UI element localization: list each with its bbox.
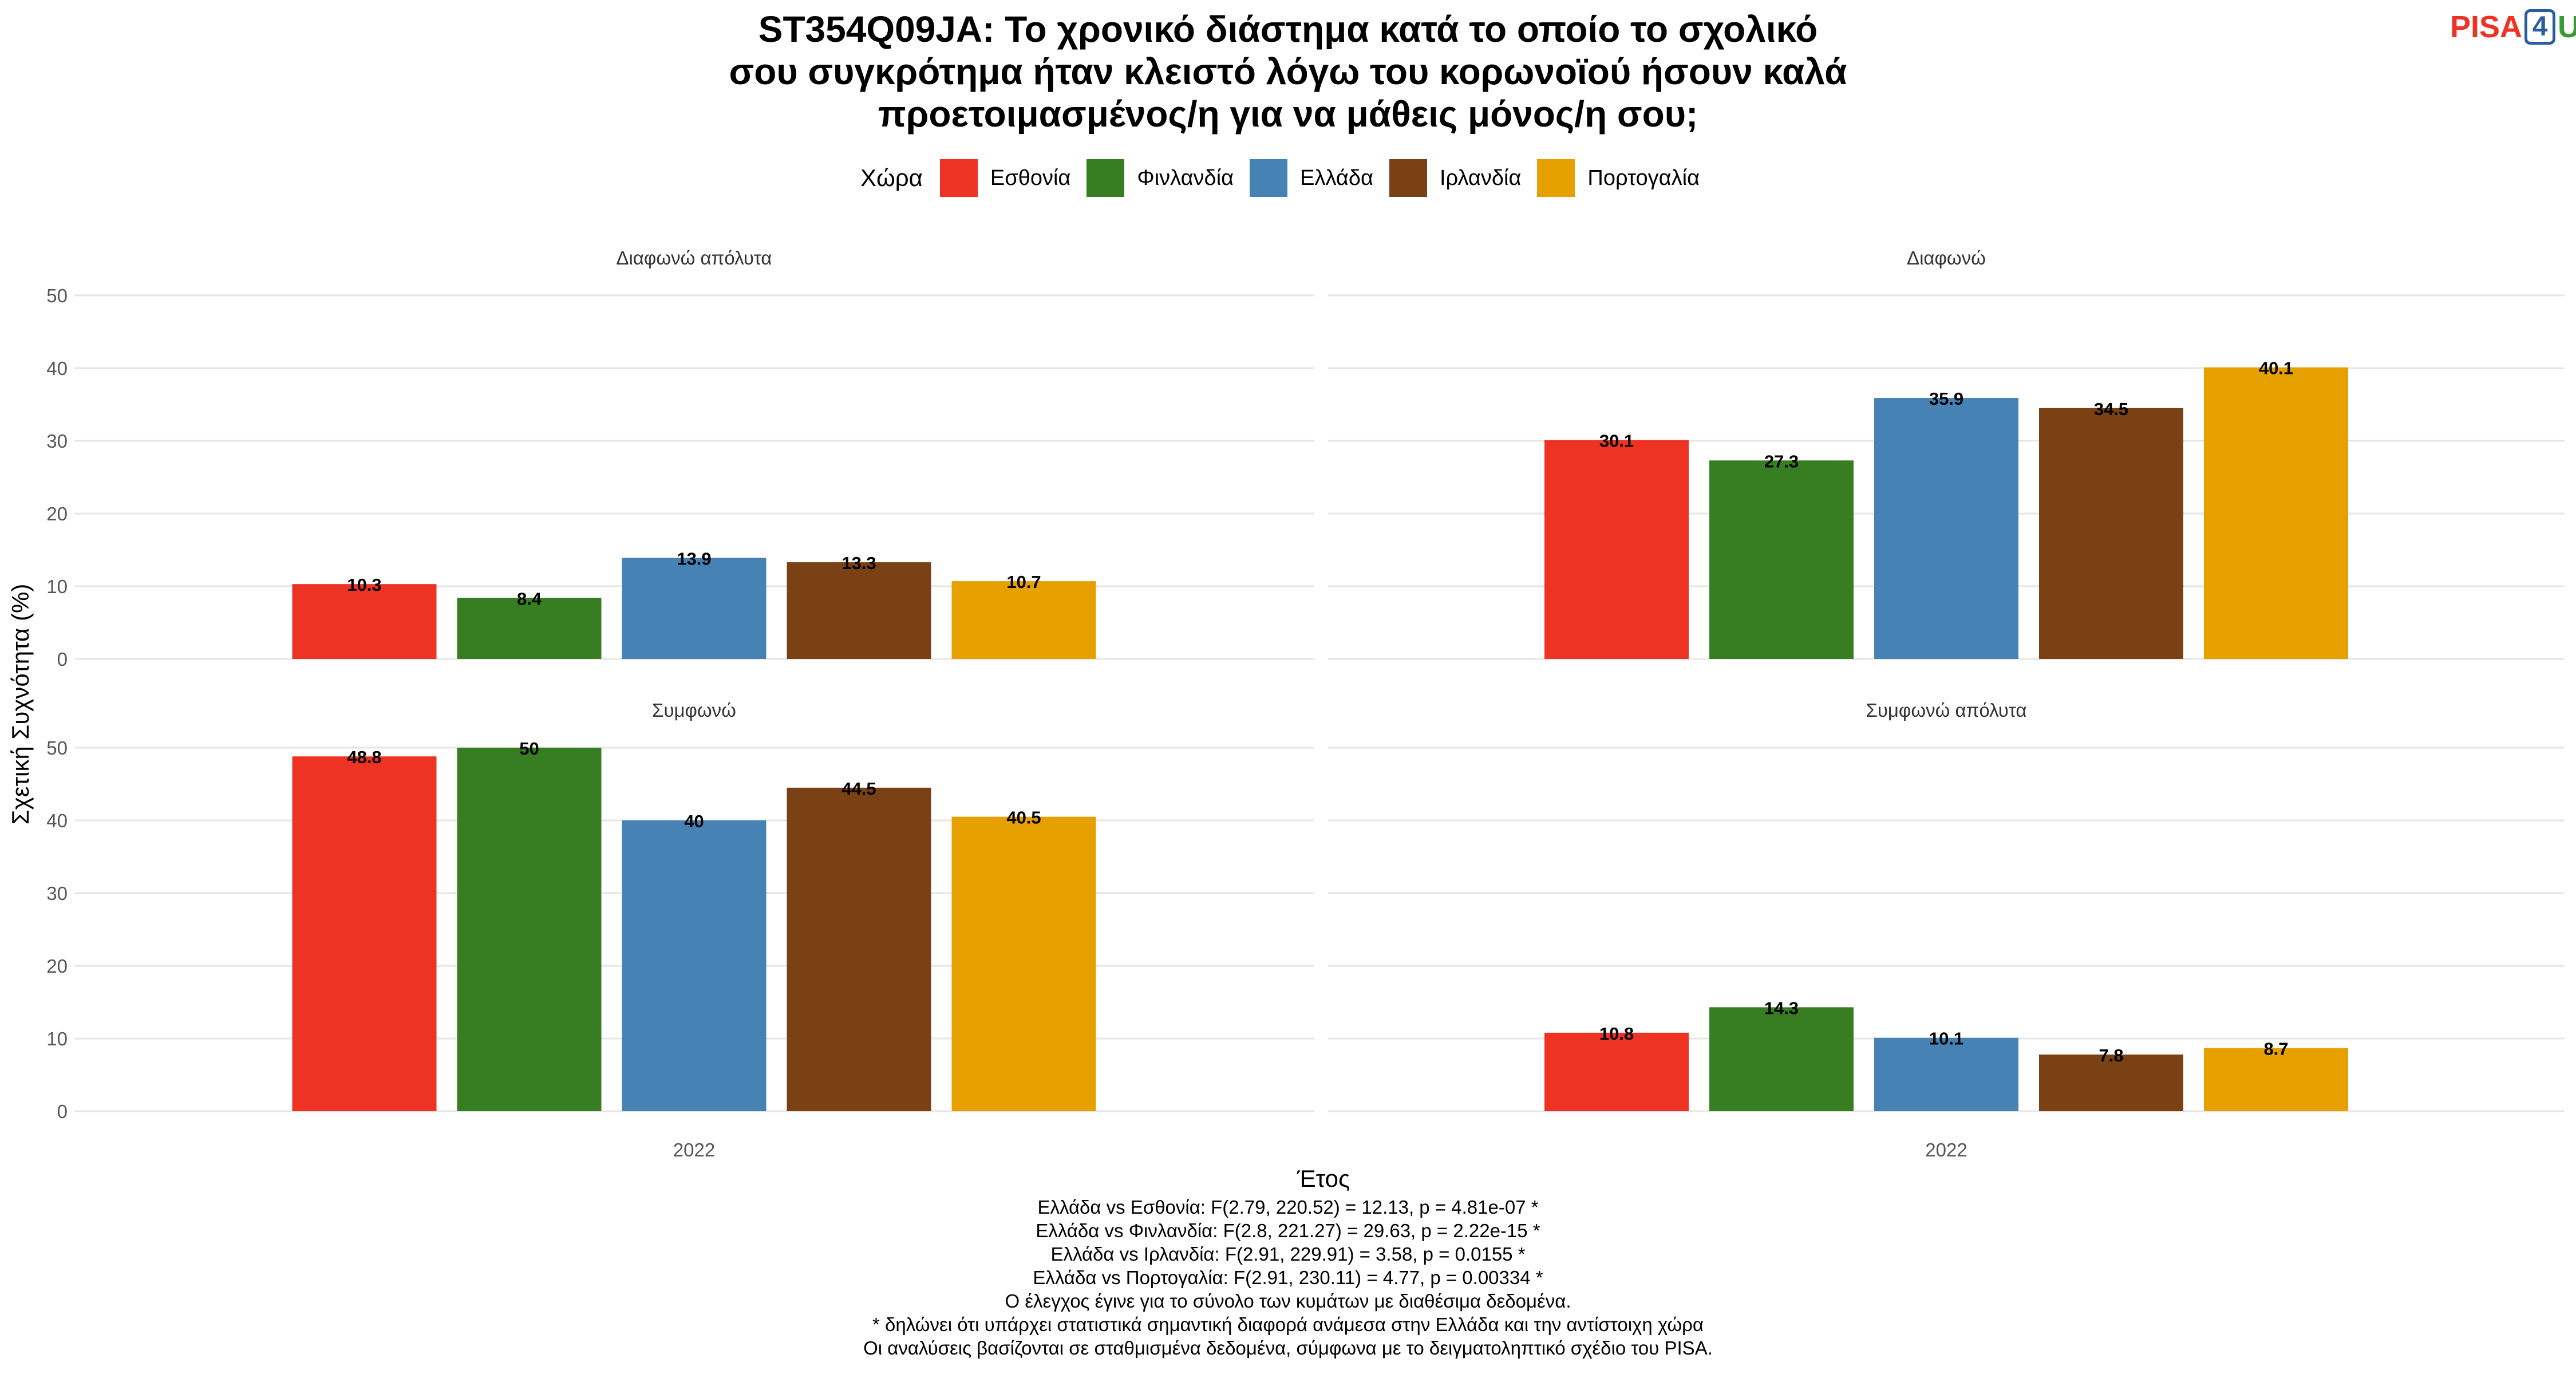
bar-strongly-agree-greece: [1874, 1037, 2018, 1111]
bar-strongly-disagree-portugal: [951, 581, 1096, 659]
legend-key-ireland: [1389, 159, 1427, 197]
y-tick-label: 30: [46, 883, 68, 904]
legend-label-finland: Φινλανδία: [1137, 165, 1234, 190]
panel-title-disagree: Διαφωνώ: [1907, 247, 1986, 269]
data-label: 27.3: [1764, 451, 1799, 471]
footnote-line: Ελλάδα vs Ιρλανδία: F(2.91, 229.91) = 3.…: [1050, 1243, 1526, 1265]
data-label: 8.7: [2263, 1039, 2288, 1059]
bar-strongly-agree-ireland: [2039, 1054, 2183, 1111]
data-label: 40: [684, 811, 704, 831]
y-tick-label: 20: [46, 503, 68, 524]
chart-title-line: προετοιμασμένος/η για να μάθεις μόνος/η …: [878, 93, 1698, 135]
y-tick-label: 10: [46, 576, 68, 597]
bar-strongly-agree-estonia: [1544, 1032, 1689, 1111]
data-label: 10.7: [1006, 572, 1041, 592]
data-label: 10.1: [1929, 1029, 1963, 1049]
data-label: 10.8: [1599, 1024, 1634, 1044]
panel-title-strongly-agree: Συμφωνώ απόλυτα: [1866, 700, 2026, 721]
y-tick-label: 40: [46, 810, 68, 831]
logo-text-four: 4: [2524, 9, 2556, 45]
x-tick-label: 2022: [1925, 1139, 1967, 1160]
data-label: 7.8: [2099, 1045, 2123, 1065]
legend-key-estonia: [939, 159, 978, 197]
y-tick-label: 0: [57, 649, 68, 670]
legend-label-portugal: Πορτογαλία: [1587, 165, 1700, 190]
bar-disagree-greece: [1874, 398, 2018, 659]
data-label: 48.8: [347, 747, 381, 767]
bar-disagree-finland: [1709, 460, 1854, 659]
y-tick-label: 20: [46, 956, 68, 977]
legend-item-portugal: Πορτογαλία: [1537, 159, 1700, 197]
footnote-line: Ελλάδα vs Φινλανδία: F(2.8, 221.27) = 29…: [1036, 1220, 1540, 1241]
legend-label-ireland: Ιρλανδία: [1440, 165, 1522, 190]
footnote-line: Ο έλεγχος έγινε για το σύνολο των κυμάτω…: [1005, 1290, 1571, 1312]
bar-agree-greece: [622, 820, 767, 1111]
panel-title-agree: Συμφωνώ: [652, 700, 736, 721]
pisa4u-logo: PISA 4 U: [2450, 8, 2576, 46]
bar-strongly-disagree-ireland: [787, 562, 931, 659]
bar-strongly-disagree-estonia: [292, 584, 437, 659]
footnote-line: Ελλάδα vs Πορτογαλία: F(2.91, 230.11) = …: [1033, 1267, 1543, 1288]
y-tick-label: 10: [46, 1028, 68, 1049]
y-tick-label: 40: [46, 358, 68, 379]
footnote-line: Οι αναλύσεις βασίζονται σε σταθμισμένα δ…: [863, 1337, 1713, 1359]
data-label: 30.1: [1599, 431, 1634, 451]
footnote-line: * δηλώνει ότι υπάρχει στατιστικά σημαντι…: [872, 1314, 1704, 1335]
legend-item-greece: Ελλάδα: [1250, 159, 1373, 197]
bar-agree-estonia: [292, 756, 437, 1111]
panel-title-strongly-disagree: Διαφωνώ απόλυτα: [616, 247, 772, 269]
bar-strongly-agree-finland: [1709, 1007, 1854, 1111]
data-label: 40.5: [1006, 808, 1041, 828]
bar-strongly-agree-portugal: [2204, 1048, 2348, 1111]
data-label: 40.1: [2259, 358, 2293, 378]
data-label: 8.4: [517, 589, 542, 609]
y-tick-label: 50: [46, 285, 68, 306]
bar-strongly-disagree-finland: [457, 598, 602, 659]
data-label: 35.9: [1929, 389, 1963, 409]
legend-key-portugal: [1537, 159, 1575, 197]
x-tick-label: 2022: [673, 1139, 715, 1160]
y-tick-label: 0: [57, 1101, 68, 1122]
y-tick-label: 30: [46, 431, 68, 452]
bar-agree-finland: [457, 748, 602, 1111]
chart-title-line: ST354Q09JA: Το χρονικό διάστημα κατά το …: [758, 9, 1818, 50]
footnote-line: Ελλάδα vs Εσθονία: F(2.79, 220.52) = 12.…: [1037, 1197, 1539, 1218]
y-tick-label: 50: [46, 737, 68, 759]
legend-title: Χώρα: [860, 164, 923, 191]
chart-footnotes: Ελλάδα vs Εσθονία: F(2.79, 220.52) = 12.…: [0, 1195, 2576, 1360]
data-label: 14.3: [1764, 998, 1799, 1018]
bar-disagree-portugal: [2204, 367, 2348, 659]
data-label: 10.3: [347, 575, 381, 595]
legend-item-estonia: Εσθονία: [939, 159, 1071, 197]
bar-strongly-disagree-greece: [622, 558, 767, 659]
chart-title-line: σου συγκρότημα ήταν κλειστό λόγω του κορ…: [729, 51, 1847, 92]
legend-key-finland: [1086, 159, 1125, 197]
data-label: 13.3: [841, 553, 876, 573]
x-axis-title: Έτος: [1297, 1165, 1350, 1192]
data-label: 44.5: [841, 779, 876, 799]
logo-text-u: U: [2558, 10, 2576, 44]
chart-title: ST354Q09JA: Το χρονικό διάστημα κατά το …: [429, 8, 2147, 135]
data-label: 50: [519, 739, 539, 759]
bar-agree-ireland: [787, 787, 931, 1111]
y-axis-title: Σχετική Συχνότητα (%): [7, 584, 34, 825]
data-label: 13.9: [677, 548, 711, 568]
legend: Χώρα Εσθονία Φινλανδία Ελλάδα Ιρλανδία Π…: [0, 159, 2576, 197]
bar-agree-portugal: [951, 816, 1096, 1111]
legend-item-finland: Φινλανδία: [1086, 159, 1234, 197]
bar-disagree-ireland: [2039, 408, 2183, 659]
legend-key-greece: [1250, 159, 1288, 197]
legend-label-estonia: Εσθονία: [990, 165, 1071, 190]
data-label: 34.5: [2094, 399, 2128, 419]
logo-text-pisa: PISA: [2450, 10, 2523, 44]
bar-disagree-estonia: [1544, 440, 1689, 659]
legend-item-ireland: Ιρλανδία: [1389, 159, 1521, 197]
legend-label-greece: Ελλάδα: [1300, 165, 1373, 190]
